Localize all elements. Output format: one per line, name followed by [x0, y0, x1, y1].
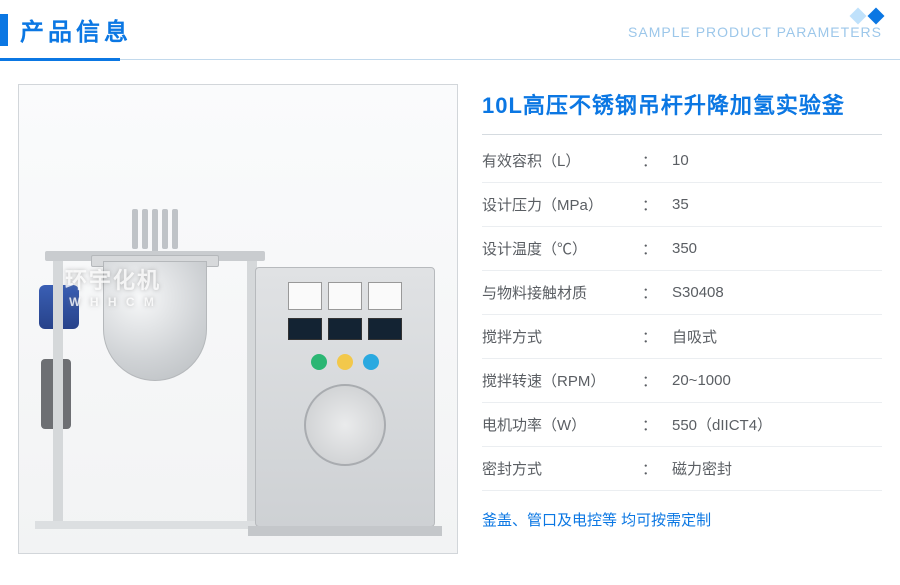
spec-row: 设计温度（℃）：350 [482, 227, 882, 271]
spec-label: 电机功率（W） [482, 414, 642, 435]
spec-label: 设计温度（℃） [482, 238, 642, 259]
spec-colon: ： [642, 194, 672, 215]
button-icon [311, 354, 327, 370]
product-image: 环宇化机 W H H C M [18, 84, 458, 554]
gauge-icon [288, 282, 322, 310]
spec-value: 20~1000 [672, 372, 731, 389]
header-diamonds [628, 10, 882, 22]
spec-row: 搅拌方式：自吸式 [482, 315, 882, 359]
header-subtitle: SAMPLE PRODUCT PARAMETERS [628, 24, 882, 40]
header-divider-accent [0, 58, 120, 61]
reactor-stand [45, 189, 265, 529]
spec-colon: ： [642, 458, 672, 479]
vessel-head [91, 209, 219, 253]
display-icon [288, 318, 322, 340]
spec-value: 10 [672, 152, 689, 169]
display-icon [368, 318, 402, 340]
spec-label: 搅拌方式 [482, 326, 642, 347]
spec-colon: ： [642, 150, 672, 171]
spec-list: 有效容积（L）：10设计压力（MPa）：35设计温度（℃）：350与物料接触材质… [482, 139, 882, 491]
diamond-icon [850, 8, 867, 25]
button-icon [337, 354, 353, 370]
spec-value: 自吸式 [672, 326, 717, 347]
content: 环宇化机 W H H C M 10L高压不锈钢吊杆升降加氢实验釜 有效容积（L）… [0, 60, 900, 554]
spec-value: S30408 [672, 284, 724, 301]
spec-colon: ： [642, 282, 672, 303]
footnote: 釜盖、管口及电控等 均可按需定制 [482, 509, 882, 530]
header-title-box: 产品信息 [0, 12, 132, 47]
display-icon [328, 318, 362, 340]
spec-colon: ： [642, 370, 672, 391]
spec-label: 密封方式 [482, 458, 642, 479]
header-right: SAMPLE PRODUCT PARAMETERS [628, 10, 882, 40]
spec-panel: 10L高压不锈钢吊杆升降加氢实验釜 有效容积（L）：10设计压力（MPa）：35… [482, 84, 882, 554]
spec-colon: ： [642, 414, 672, 435]
spec-value: 磁力密封 [672, 458, 732, 479]
header-accent-bar [0, 14, 8, 46]
spec-row: 有效容积（L）：10 [482, 139, 882, 183]
spec-value: 550（dIICT4） [672, 414, 772, 435]
dial-icon [304, 384, 386, 466]
header-title: 产品信息 [20, 12, 132, 47]
spec-colon: ： [642, 238, 672, 259]
spec-label: 搅拌转速（RPM） [482, 370, 642, 391]
header: 产品信息 SAMPLE PRODUCT PARAMETERS [0, 0, 900, 60]
control-cabinet [255, 267, 435, 527]
diamond-icon [868, 8, 885, 25]
spec-label: 设计压力（MPa） [482, 194, 642, 215]
spec-row: 密封方式：磁力密封 [482, 447, 882, 491]
gauge-icon [328, 282, 362, 310]
product-title: 10L高压不锈钢吊杆升降加氢实验釜 [482, 88, 882, 135]
gauge-icon [368, 282, 402, 310]
spec-row: 与物料接触材质：S30408 [482, 271, 882, 315]
header-divider [0, 59, 900, 60]
spec-colon: ： [642, 326, 672, 347]
spec-label: 与物料接触材质 [482, 282, 642, 303]
vessel-body [103, 261, 207, 381]
spec-value: 350 [672, 240, 697, 257]
spec-value: 35 [672, 196, 689, 213]
button-icon [363, 354, 379, 370]
spec-row: 电机功率（W）：550（dIICT4） [482, 403, 882, 447]
spec-label: 有效容积（L） [482, 150, 642, 171]
cabinet-buttons [256, 354, 434, 370]
spec-row: 搅拌转速（RPM）：20~1000 [482, 359, 882, 403]
spec-row: 设计压力（MPa）：35 [482, 183, 882, 227]
